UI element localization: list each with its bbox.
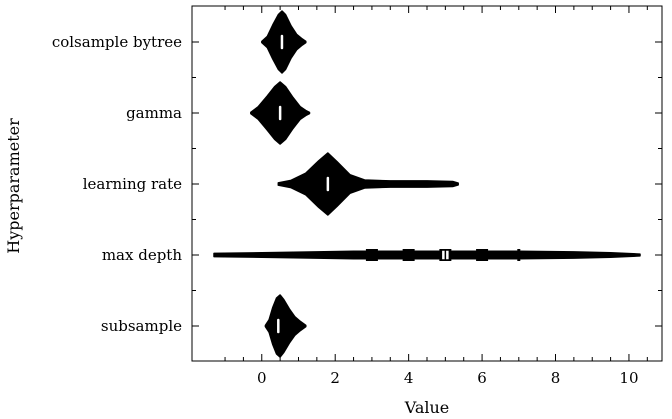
x-tick-label-6: 6 [477, 369, 487, 387]
ticks-layer [192, 6, 662, 361]
marker-square-max_depth-6 [476, 249, 489, 261]
x-tick-label-10: 10 [619, 369, 638, 387]
y-tick-label-colsample_bytree: colsample bytree [52, 33, 182, 51]
x-tick-label-2: 2 [330, 369, 340, 387]
y-tick-label-subsample: subsample [101, 317, 182, 335]
violin-colsample_bytree [261, 10, 307, 74]
x-tick-label-0: 0 [257, 369, 267, 387]
x-axis-label: Value [404, 398, 450, 417]
violin-learning_rate [277, 152, 459, 216]
y-axis-label: Hyperparameter [4, 118, 23, 254]
x-tick-label-8: 8 [551, 369, 561, 387]
marker-bar-max_depth-7 [517, 249, 521, 261]
violin-subsample [264, 294, 307, 358]
x-tick-label-4: 4 [404, 369, 414, 387]
labels-layer: colsample bytree gamma learning rate max de… [52, 33, 639, 387]
y-tick-label-learning_rate: learning rate [83, 175, 182, 193]
y-tick-label-gamma: gamma [126, 104, 182, 122]
markers-layer [277, 34, 521, 334]
violin-max_depth [213, 250, 641, 260]
violins-layer [213, 10, 641, 358]
marker-square-max_depth-4 [402, 249, 415, 261]
marker-square-max_depth-3 [365, 249, 378, 261]
y-tick-label-max_depth: max depth [102, 246, 183, 264]
